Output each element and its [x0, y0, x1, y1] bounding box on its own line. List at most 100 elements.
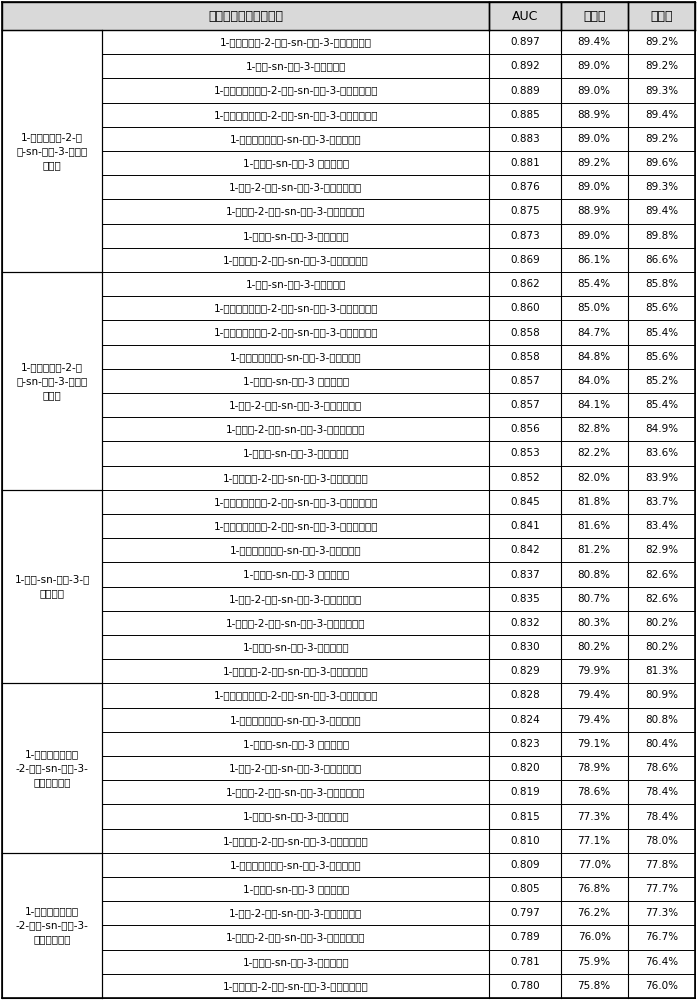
Text: 1-十八碳酸-2-羟基-sn-甘油-3-磷脂酰乙醇胺: 1-十八碳酸-2-羟基-sn-甘油-3-磷脂酰乙醇胺	[223, 836, 369, 846]
Bar	[560, 224, 628, 248]
Text: 75.8%: 75.8%	[578, 981, 611, 991]
Bar	[489, 127, 560, 151]
Bar	[102, 393, 489, 417]
Text: 1-十八碳酸-2-羟基-sn-甘油-3-磷脂酰乙醇胺: 1-十八碳酸-2-羟基-sn-甘油-3-磷脂酰乙醇胺	[223, 666, 369, 676]
Text: 89.0%: 89.0%	[578, 182, 611, 192]
Bar	[560, 127, 628, 151]
Text: 85.4%: 85.4%	[645, 328, 678, 338]
Text: 89.4%: 89.4%	[645, 207, 678, 217]
Text: 76.7%: 76.7%	[645, 932, 678, 942]
Bar	[560, 441, 628, 466]
Text: 0.869: 0.869	[510, 255, 539, 265]
Bar	[560, 490, 628, 514]
Bar	[628, 393, 695, 417]
Bar	[560, 393, 628, 417]
Bar	[102, 756, 489, 780]
Bar	[560, 611, 628, 635]
Bar	[102, 853, 489, 877]
Bar	[489, 490, 560, 514]
Text: AUC: AUC	[512, 9, 538, 22]
Text: 1-棕榈酸-2-羟基-sn-甘油-3-磷脂酰乙醇胺: 1-棕榈酸-2-羟基-sn-甘油-3-磷脂酰乙醇胺	[226, 787, 366, 797]
Text: 78.4%: 78.4%	[645, 787, 678, 797]
Bar	[102, 151, 489, 175]
Bar	[102, 635, 489, 659]
Text: 80.3%: 80.3%	[578, 618, 611, 628]
Text: 89.3%: 89.3%	[645, 182, 678, 192]
Bar	[102, 199, 489, 224]
Text: 80.8%: 80.8%	[645, 715, 678, 725]
Bar	[102, 974, 489, 998]
Bar	[560, 804, 628, 829]
Text: 1-二十二碳五烯酸-sn-甘油-3-磷脂酰胆碱: 1-二十二碳五烯酸-sn-甘油-3-磷脂酰胆碱	[230, 134, 362, 144]
Bar	[2, 490, 102, 683]
Text: 1-十八碳酸-2-羟基-sn-甘油-3-磷脂酰乙醇胺: 1-十八碳酸-2-羟基-sn-甘油-3-磷脂酰乙醇胺	[223, 473, 369, 483]
Text: 89.0%: 89.0%	[578, 134, 611, 144]
Text: 1-二十二碳五烯酸-2-羟基-sn-甘油-3-磷脂酰乙醇胺: 1-二十二碳五烯酸-2-羟基-sn-甘油-3-磷脂酰乙醇胺	[213, 521, 378, 531]
Text: 0.805: 0.805	[510, 884, 539, 894]
Text: 1-二十二碳五烯酸-sn-甘油-3-磷脂酰胆碱: 1-二十二碳五烯酸-sn-甘油-3-磷脂酰胆碱	[230, 545, 362, 555]
Text: 1-花生四烯酸-2-羟
基-sn-甘油-3-磷脂酰
乙醇胺: 1-花生四烯酸-2-羟 基-sn-甘油-3-磷脂酰 乙醇胺	[17, 132, 88, 170]
Bar	[628, 151, 695, 175]
Text: 88.9%: 88.9%	[578, 110, 611, 120]
Bar	[102, 369, 489, 393]
Text: 1-油酸-2-羟基-sn-甘油-3-磷脂酰乙醇胺: 1-油酸-2-羟基-sn-甘油-3-磷脂酰乙醇胺	[229, 763, 362, 773]
Bar	[489, 248, 560, 272]
Text: 76.4%: 76.4%	[645, 957, 678, 967]
Text: 0.830: 0.830	[510, 642, 539, 652]
Text: 0.858: 0.858	[510, 352, 539, 362]
Bar	[102, 587, 489, 611]
Bar	[102, 30, 489, 54]
Text: 89.0%: 89.0%	[578, 86, 611, 96]
Text: 82.9%: 82.9%	[645, 545, 678, 555]
Bar	[489, 829, 560, 853]
Bar	[628, 175, 695, 199]
Bar	[560, 175, 628, 199]
Bar	[102, 538, 489, 562]
Bar	[560, 683, 628, 708]
Bar	[489, 635, 560, 659]
Text: 89.4%: 89.4%	[645, 110, 678, 120]
Bar	[489, 514, 560, 538]
Bar	[560, 54, 628, 78]
Text: 89.2%: 89.2%	[645, 37, 678, 47]
Bar	[102, 950, 489, 974]
Bar	[489, 151, 560, 175]
Text: 1-二十二碳六烯酸-2-羟基-sn-甘油-3-磷脂酰乙醇胺: 1-二十二碳六烯酸-2-羟基-sn-甘油-3-磷脂酰乙醇胺	[213, 497, 378, 507]
Bar	[489, 611, 560, 635]
Text: 82.6%: 82.6%	[645, 569, 678, 579]
Text: 85.2%: 85.2%	[645, 376, 678, 386]
Text: 0.823: 0.823	[510, 739, 539, 749]
Bar	[2, 30, 102, 272]
Text: 79.4%: 79.4%	[578, 690, 611, 700]
Text: 82.2%: 82.2%	[578, 448, 611, 458]
Bar	[489, 199, 560, 224]
Bar	[102, 224, 489, 248]
Text: 84.0%: 84.0%	[578, 376, 611, 386]
Bar	[489, 78, 560, 103]
Text: 0.810: 0.810	[510, 836, 539, 846]
Text: 80.4%: 80.4%	[645, 739, 678, 749]
Text: 89.8%: 89.8%	[645, 231, 678, 241]
Bar	[560, 103, 628, 127]
Bar	[628, 562, 695, 587]
Bar	[489, 708, 560, 732]
Bar	[2, 2, 489, 30]
Bar	[628, 296, 695, 320]
Text: 1-二十二碳五烯酸-sn-甘油-3-磷脂酰胆碱: 1-二十二碳五烯酸-sn-甘油-3-磷脂酰胆碱	[230, 715, 362, 725]
Bar	[628, 901, 695, 925]
Text: 76.0%: 76.0%	[578, 932, 611, 942]
Text: 1-棕榈酸-sn-甘油-3-磷脂酰胆碱: 1-棕榈酸-sn-甘油-3-磷脂酰胆碱	[243, 448, 349, 458]
Text: 77.3%: 77.3%	[645, 908, 678, 918]
Text: 1-油酸-2-羟基-sn-甘油-3-磷脂酰乙醇胺: 1-油酸-2-羟基-sn-甘油-3-磷脂酰乙醇胺	[229, 400, 362, 410]
Text: 1-棕榈酸-sn-甘油-3-磷脂酰胆碱: 1-棕榈酸-sn-甘油-3-磷脂酰胆碱	[243, 642, 349, 652]
Text: 0.845: 0.845	[510, 497, 539, 507]
Text: 1-硬脂酸-sn-甘油-3 磷脂酰胆碱: 1-硬脂酸-sn-甘油-3 磷脂酰胆碱	[243, 376, 349, 386]
Bar	[560, 296, 628, 320]
Bar	[560, 635, 628, 659]
Bar	[489, 345, 560, 369]
Bar	[628, 514, 695, 538]
Text: 1-二十碳烯酸-2-羟基-sn-甘油-3-磷脂酰乙醇胺: 1-二十碳烯酸-2-羟基-sn-甘油-3-磷脂酰乙醇胺	[220, 37, 372, 47]
Text: 0.780: 0.780	[510, 981, 539, 991]
Bar	[489, 175, 560, 199]
Text: 89.0%: 89.0%	[578, 61, 611, 71]
